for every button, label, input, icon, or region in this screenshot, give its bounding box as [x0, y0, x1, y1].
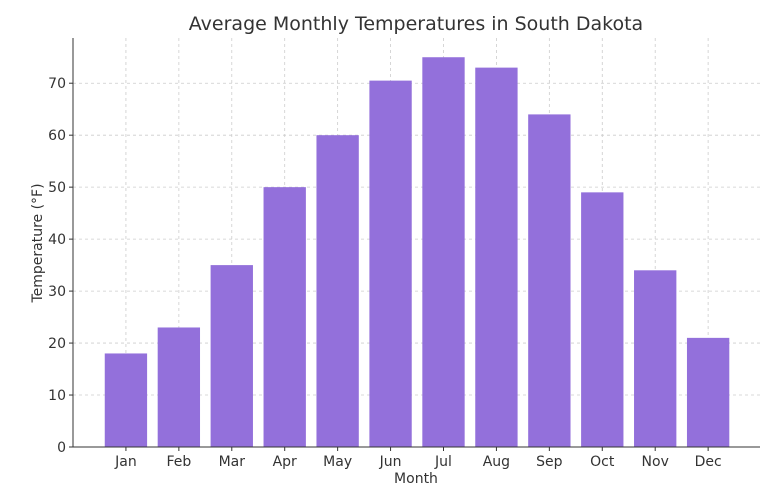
axes: 0 10 20 30 40 50 60 70 Jan Feb Mar Apr May Jun Jul Aug S…: [48, 38, 760, 470]
bar-jan: [104, 353, 148, 447]
y-tick-label: 70: [48, 76, 66, 92]
x-tick-label: Oct: [590, 454, 615, 470]
bar-aug: [475, 67, 518, 447]
x-tick-label: Aug: [483, 454, 510, 470]
bar-may: [316, 135, 359, 447]
x-tick-label: Mar: [219, 454, 246, 470]
x-tick-label: Apr: [273, 454, 297, 470]
bar-feb: [157, 327, 201, 447]
x-tick-label: Dec: [695, 454, 722, 470]
bar-jul: [422, 57, 465, 447]
y-tick-label: 40: [48, 232, 66, 248]
y-tick-label: 60: [48, 128, 66, 144]
bar-sep: [528, 114, 571, 447]
bar-oct: [581, 192, 624, 447]
x-axis-label: Month: [394, 471, 438, 487]
y-tick-label: 50: [48, 180, 66, 196]
x-tick-label: Jul: [434, 454, 452, 470]
bars: [104, 57, 730, 448]
bar-apr: [263, 187, 306, 448]
y-tick-label: 30: [48, 284, 66, 300]
x-tick-label: May: [323, 454, 352, 470]
bar-dec: [686, 337, 730, 447]
bar-mar: [210, 265, 253, 447]
y-axis-label: Temperature (°F): [30, 183, 46, 303]
bar-jun: [369, 80, 412, 447]
y-tick-label: 0: [57, 440, 66, 456]
x-tick-label: Sep: [536, 454, 563, 470]
x-tick-label: Nov: [642, 454, 669, 470]
x-tick-label: Jun: [379, 454, 402, 470]
x-tick-label: Jan: [114, 454, 137, 470]
chart-title: Average Monthly Temperatures in South Da…: [189, 13, 643, 35]
y-tick-label: 20: [48, 336, 66, 352]
bar-nov: [634, 270, 677, 447]
x-tick-label: Feb: [166, 454, 191, 470]
y-tick-label: 10: [48, 388, 66, 404]
